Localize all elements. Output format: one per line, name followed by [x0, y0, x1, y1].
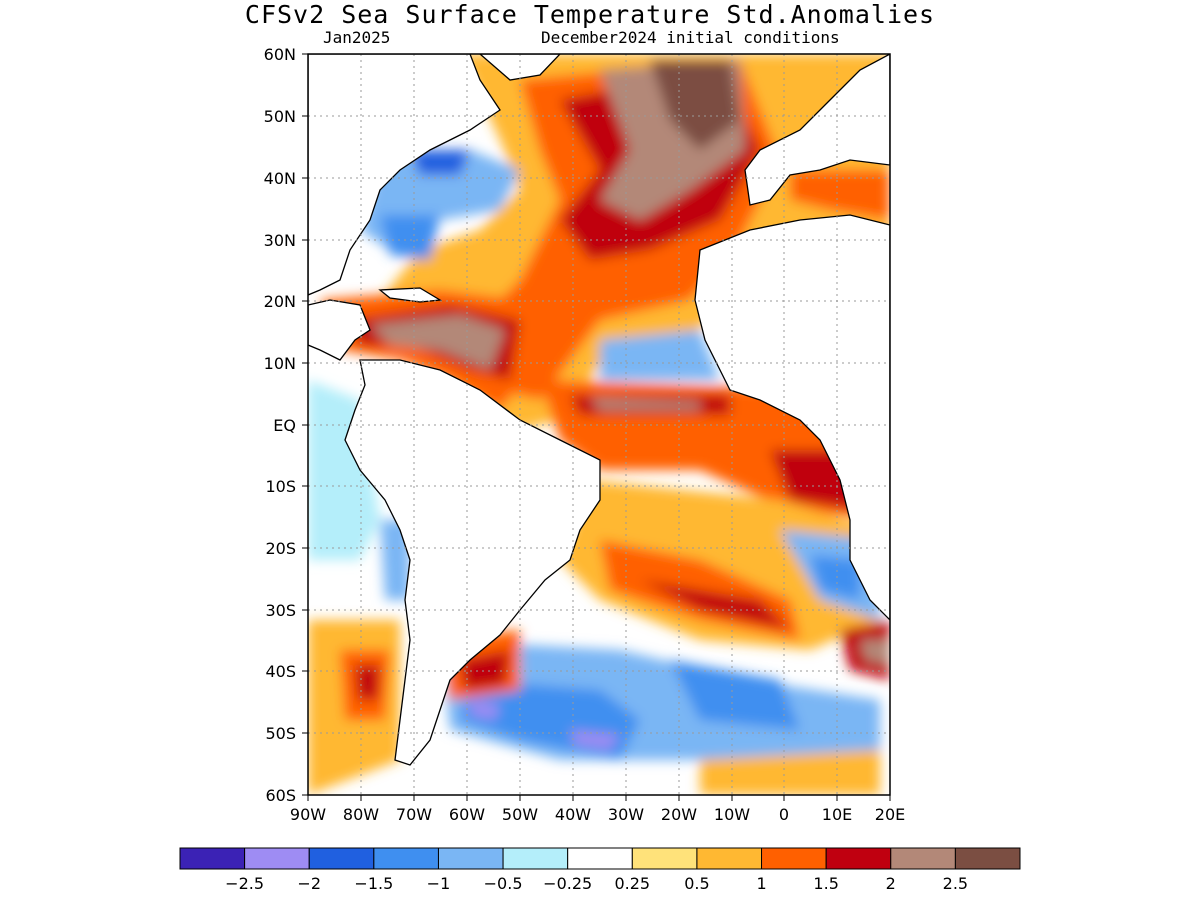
lat-label: EQ [273, 416, 296, 435]
colorbar-swatch [696, 847, 763, 870]
colorbar-swatch [761, 847, 827, 870]
lat-label: 10N [264, 354, 296, 373]
colorbar-label: −1.5 [354, 874, 393, 893]
lon-label: 10W [714, 805, 750, 824]
lat-label: 40S [265, 662, 296, 681]
colorbar-label: −2.5 [225, 874, 264, 893]
colorbar-label: −0.25 [543, 874, 592, 893]
lon-label: 10E [822, 805, 852, 824]
colorbar-swatch [437, 847, 504, 870]
lat-label: 60S [265, 786, 296, 805]
initial-conditions: December2024 initial conditions [541, 28, 840, 47]
lon-label: 50W [502, 805, 538, 824]
lon-label: 20W [661, 805, 697, 824]
lat-label: 20S [265, 539, 296, 558]
colorbar-swatch [890, 847, 956, 870]
sst-anomaly-field [308, 54, 890, 795]
colorbar-swatch [373, 847, 439, 870]
lon-label: 20E [875, 805, 905, 824]
colorbar-label: 1.5 [813, 874, 838, 893]
lon-label: 0 [779, 805, 789, 824]
colorbar-swatch [502, 847, 569, 870]
forecast-month: Jan2025 [323, 28, 391, 47]
map-title: CFSv2 Sea Surface Temperature Std.Anomal… [244, 0, 936, 29]
lon-label: 70W [396, 805, 432, 824]
lon-label: 90W [290, 805, 326, 824]
lat-label: 30N [264, 231, 296, 250]
longitude-labels: 90W 80W 70W 60W 50W 40W 30W 20W 10W 0 10… [290, 805, 905, 824]
colorbar-swatch [954, 847, 1021, 870]
colorbar-label: 0.5 [684, 874, 709, 893]
lon-label: 30W [608, 805, 644, 824]
land-masses [308, 54, 890, 766]
colorbar-labels: −2.5 −2 −1.5 −1 −0.5 −0.25 0.25 0.5 1 1.5 2 2.5 [225, 874, 968, 893]
lat-label: 60N [264, 45, 296, 64]
lat-label: 20N [264, 292, 296, 311]
colorbar-swatch [631, 847, 698, 870]
colorbar-label: 0.25 [614, 874, 650, 893]
colorbar-label: 1 [756, 874, 766, 893]
colorbar-swatch [308, 847, 375, 870]
lon-label: 80W [343, 805, 379, 824]
colorbar-swatch [567, 847, 633, 870]
axis-ticks [302, 53, 891, 801]
lat-label: 10S [265, 477, 296, 496]
colorbar-label: −1 [427, 874, 451, 893]
colorbar-swatch [825, 847, 892, 870]
colorbar-label: −2 [297, 874, 321, 893]
colorbar-label: 2 [886, 874, 896, 893]
colorbar-label: 2.5 [943, 874, 968, 893]
colorbar-swatch [244, 847, 310, 870]
lon-label: 60W [449, 805, 485, 824]
lat-label: 30S [265, 601, 296, 620]
lat-label: 50S [265, 724, 296, 743]
lat-label: 50N [264, 107, 296, 126]
lat-label: 40N [264, 169, 296, 188]
lon-label: 40W [555, 805, 591, 824]
graticule [308, 54, 890, 795]
colorbar-swatch [179, 847, 246, 870]
latitude-labels: 60N 50N 40N 30N 20N 10N EQ 10S 20S 30S 4… [264, 45, 296, 805]
colorbar-label: −0.5 [484, 874, 523, 893]
colorbar [179, 847, 1021, 870]
